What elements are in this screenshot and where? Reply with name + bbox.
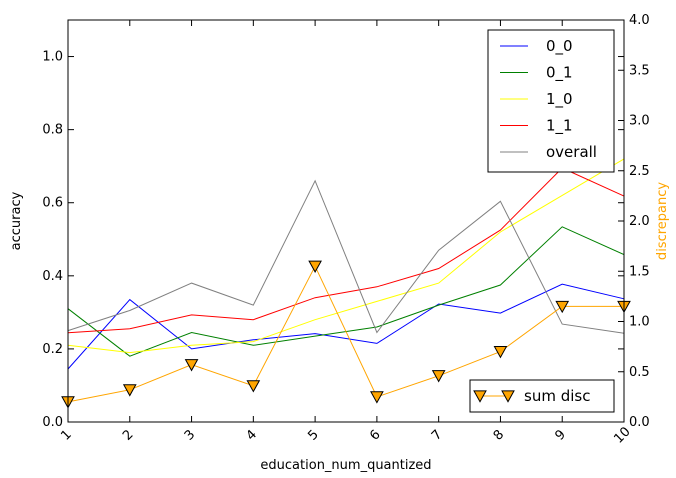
series-line-sum-disc (67, 265, 624, 403)
sum-disc-marker (184, 359, 199, 372)
y-right-tick-label: 0.5 (629, 365, 650, 380)
x-tick-label: 2 (120, 427, 136, 443)
legend-marker-sum-disc (501, 390, 515, 403)
y-axis-label: accuracy (9, 191, 24, 250)
series-line-overall (67, 179, 625, 334)
y-right-tick-label: 2.0 (629, 214, 650, 229)
sum-disc-marker (122, 384, 137, 397)
series-line-1-0 (67, 158, 625, 354)
y-tick-label: 0.8 (42, 123, 63, 138)
y-right-tick-label: 1.5 (629, 264, 650, 279)
y-tick-label: 0.4 (42, 269, 63, 284)
legend-right: sum disc (469, 379, 615, 413)
y-right-tick-label: 0.0 (629, 415, 650, 430)
y-tick-label: 0.6 (42, 196, 63, 211)
legend-marker-sum-disc (473, 390, 487, 403)
y-right-tick-label: 2.5 (629, 164, 650, 179)
x-tick-label: 3 (182, 427, 198, 443)
y-tick-label: 0.0 (42, 415, 63, 430)
x-tick-label: 7 (429, 427, 445, 443)
x-tick-label: 9 (553, 427, 569, 443)
series-line-1-1 (67, 167, 625, 334)
series-layer (61, 158, 631, 409)
sum-disc-marker (246, 380, 261, 393)
legend-main-box (487, 29, 615, 173)
y-right-tick-label: 3.0 (629, 114, 650, 129)
legend-label-0-0: 0_0 (546, 37, 573, 56)
sum-disc-marker (493, 346, 508, 359)
series-line-0-1 (67, 226, 625, 357)
series-line-0-0 (67, 283, 625, 370)
y-axis-label-right: discrepancy (655, 182, 670, 260)
x-axis-label: education_num_quantized (260, 458, 431, 473)
sum-disc-marker (370, 391, 384, 404)
y-tick-label: 1.0 (42, 50, 63, 65)
sum-disc-marker (431, 370, 446, 383)
legend-label-1-0: 1_0 (546, 90, 573, 109)
legend-label-0-1: 0_1 (546, 64, 573, 83)
y-right-tick-label: 3.5 (629, 63, 650, 78)
x-tick-label: 4 (244, 427, 260, 443)
legend-label-overall: overall (546, 143, 597, 161)
y-tick-label: 0.2 (42, 342, 63, 357)
sum-disc-marker (555, 300, 570, 314)
x-tick-label: 5 (305, 427, 321, 443)
y-right-tick-label: 4.0 (629, 13, 650, 28)
sum-disc-marker (308, 260, 322, 273)
x-tick-label: 1 (58, 427, 74, 443)
y-right-tick-label: 1.0 (629, 315, 650, 330)
legend-label-1-1: 1_1 (546, 117, 573, 136)
legend-label-sum-disc: sum disc (524, 387, 590, 405)
x-tick-label: 8 (491, 427, 507, 443)
x-tick-label: 6 (367, 427, 383, 443)
